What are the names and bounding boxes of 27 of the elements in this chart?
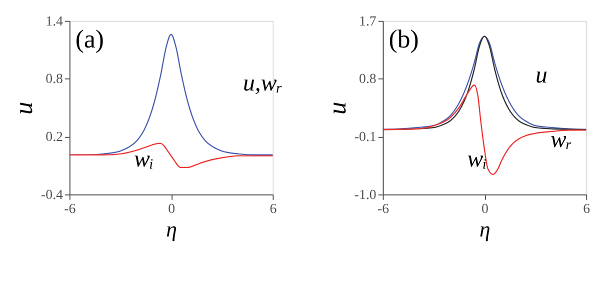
line-series: [382, 84, 587, 176]
line-series: [68, 142, 274, 168]
annotation: wᵢ: [134, 146, 154, 173]
y-tick-label: -1.0: [354, 188, 376, 203]
annotation: u,wᵣ: [243, 70, 283, 96]
y-tick-label: 1.4: [46, 14, 64, 30]
y-tick-label: -0.1: [354, 130, 376, 146]
annotation: wᵢ: [467, 146, 487, 173]
y-tick-label: -0.4: [41, 188, 64, 203]
annotation: wᵣ: [550, 126, 572, 153]
annotation: (a): [75, 24, 104, 54]
x-tick-label: 6: [270, 202, 277, 217]
annotation: u: [536, 62, 548, 88]
y-axis-title: u: [322, 102, 352, 115]
x-tick-label: 6: [583, 202, 590, 217]
y-axis-title: u: [9, 102, 38, 115]
x-tick-label: -6: [64, 202, 76, 217]
y-tick-label: 0.8: [46, 72, 64, 88]
x-axis-title: η: [480, 218, 490, 242]
x-tick-label: 0: [168, 202, 176, 217]
annotation: (b): [388, 24, 419, 54]
x-axis-title: η: [166, 218, 177, 242]
x-tick-label: 0: [481, 202, 488, 217]
y-tick-label: 0.8: [359, 72, 376, 88]
y-tick-label: 0.2: [46, 130, 64, 146]
y-tick-label: 1.7: [359, 14, 376, 30]
x-tick-label: -6: [378, 202, 390, 217]
